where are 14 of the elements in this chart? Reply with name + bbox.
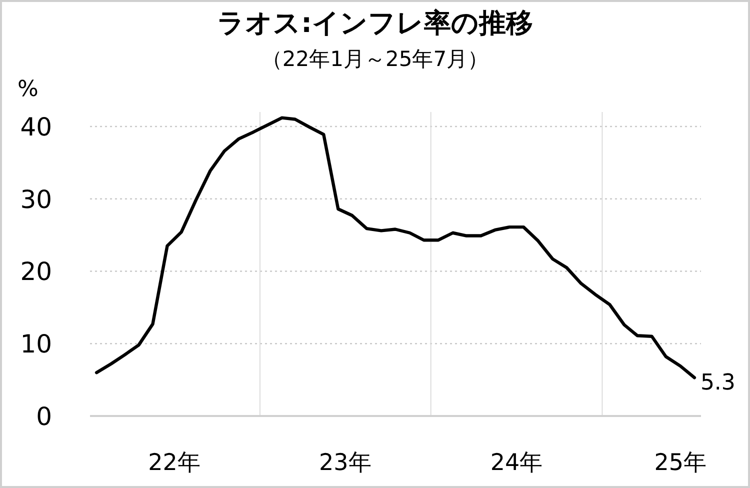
x-tick-label: 23年 [319, 450, 372, 476]
y-axis-title: % [18, 77, 38, 102]
chart-title: ラオス:インフレ率の推移 [217, 8, 533, 39]
y-tick-label: 40 [20, 112, 52, 142]
y-tick-label: 20 [20, 257, 52, 286]
x-tick-label: 24年 [490, 450, 543, 476]
line-series [94, 116, 696, 380]
y-tick-label: 0 [36, 402, 52, 431]
chart-subtitle: （22年1月～25年7月） [261, 47, 489, 71]
data-label: 5.3 [700, 370, 736, 396]
x-tick-label: 25年 [654, 450, 707, 476]
y-tick-label: 10 [20, 330, 52, 359]
x-tick-label: 22年 [148, 450, 200, 476]
y-tick-label: 30 [20, 184, 52, 214]
